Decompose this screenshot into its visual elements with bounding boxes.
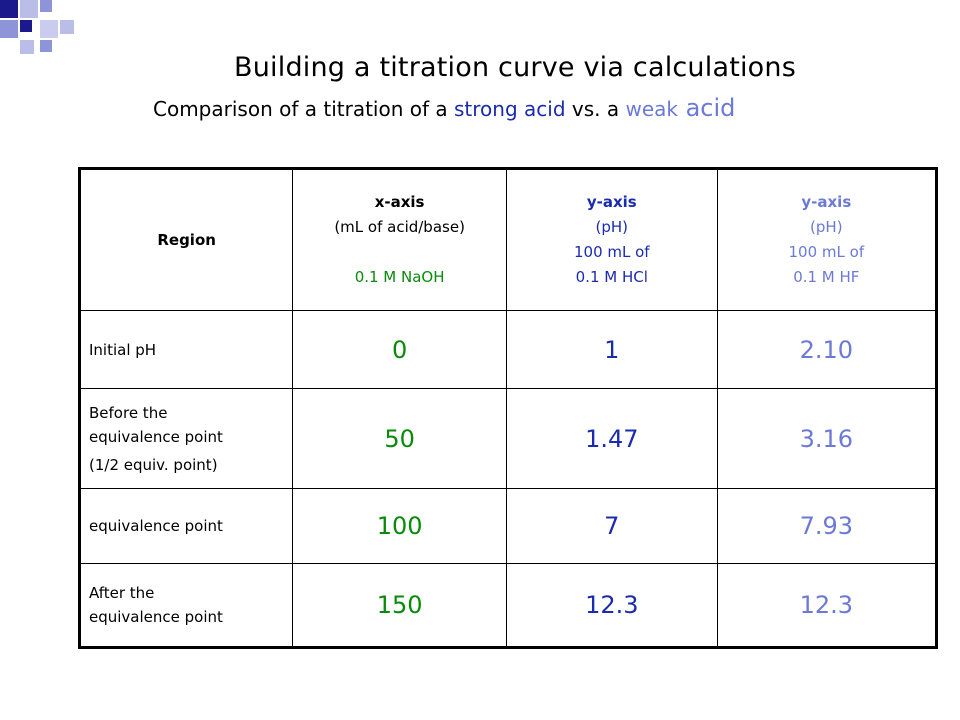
header-y-weak: y-axis (pH) 100 mL of 0.1 M HF <box>716 168 938 311</box>
region-line: equivalence point <box>89 608 223 626</box>
x-value-cell: 50 <box>292 388 507 489</box>
header-x-title: x-axis <box>374 193 425 211</box>
x-value-cell: 100 <box>292 488 507 564</box>
header-row: Region x-axis (mL of acid/base) 0.1 M Na… <box>78 168 938 311</box>
table-row: Initial pH 0 1 2.10 <box>78 310 938 389</box>
table-row: equivalence point 100 7 7.93 <box>78 488 938 564</box>
corner-square-5 <box>20 20 32 32</box>
region-cell: Initial pH <box>78 310 294 389</box>
region-cell: After the equivalence point <box>78 563 294 648</box>
corner-square-2 <box>20 0 38 18</box>
ph-weak-cell: 7.93 <box>716 488 938 564</box>
header-y-weak-volume: 100 mL of <box>788 243 865 261</box>
subtitle-weak: weak <box>625 97 678 121</box>
subtitle-prefix: Comparison of a titration of a <box>153 97 454 121</box>
header-y-strong-unit: (pH) <box>595 218 629 236</box>
titration-table: Region x-axis (mL of acid/base) 0.1 M Na… <box>78 167 938 649</box>
header-y-weak-unit: (pH) <box>810 218 843 236</box>
ph-weak-cell: 12.3 <box>716 563 938 648</box>
region-cell: equivalence point <box>78 488 294 564</box>
ph-strong-cell: 1.47 <box>505 388 718 489</box>
header-x-spacer <box>301 240 498 265</box>
ph-strong-cell: 7 <box>505 488 718 564</box>
corner-square-1 <box>0 0 18 18</box>
ph-weak-cell: 3.16 <box>716 388 938 489</box>
region-cell: Before the equivalence point (1/2 equiv.… <box>78 388 294 489</box>
ph-strong-cell: 1 <box>505 310 718 389</box>
corner-square-7 <box>60 20 74 34</box>
subtitle-strong-acid: strong acid <box>454 97 566 121</box>
header-x-axis: x-axis (mL of acid/base) 0.1 M NaOH <box>292 168 507 311</box>
header-y-strong-solution: 0.1 M HCl <box>575 268 648 286</box>
corner-square-9 <box>40 40 52 52</box>
region-line: equivalence point <box>89 427 223 446</box>
slide-subtitle: Comparison of a titration of a strong ac… <box>153 94 913 122</box>
header-y-strong-volume: 100 mL of <box>573 243 650 261</box>
table-row: After the equivalence point 150 12.3 12.… <box>78 563 938 648</box>
header-region: Region <box>78 168 294 311</box>
table-row: Before the equivalence point (1/2 equiv.… <box>78 388 938 489</box>
header-y-weak-title: y-axis <box>801 193 852 211</box>
ph-weak-cell: 2.10 <box>716 310 938 389</box>
slide-title: Building a titration curve via calculati… <box>234 52 796 83</box>
header-y-weak-solution: 0.1 M HF <box>793 268 860 286</box>
region-line: Before the <box>89 403 168 422</box>
corner-square-8 <box>20 40 34 54</box>
subtitle-middle: vs. a <box>565 97 626 121</box>
header-x-solution: 0.1 M NaOH <box>354 268 445 286</box>
decorative-corner-squares <box>0 0 90 60</box>
header-x-unit: (mL of acid/base) <box>334 218 465 236</box>
x-value-cell: 0 <box>292 310 507 389</box>
header-y-strong-title: y-axis <box>586 193 637 211</box>
region-line: (1/2 equiv. point) <box>89 455 218 474</box>
corner-square-6 <box>40 20 58 38</box>
subtitle-acid: acid <box>677 94 736 122</box>
header-y-strong: y-axis (pH) 100 mL of 0.1 M HCl <box>505 168 718 311</box>
ph-strong-cell: 12.3 <box>505 563 718 648</box>
corner-square-3 <box>40 0 52 12</box>
region-line: After the <box>89 584 155 602</box>
corner-square-4 <box>0 20 18 38</box>
x-value-cell: 150 <box>292 563 507 648</box>
